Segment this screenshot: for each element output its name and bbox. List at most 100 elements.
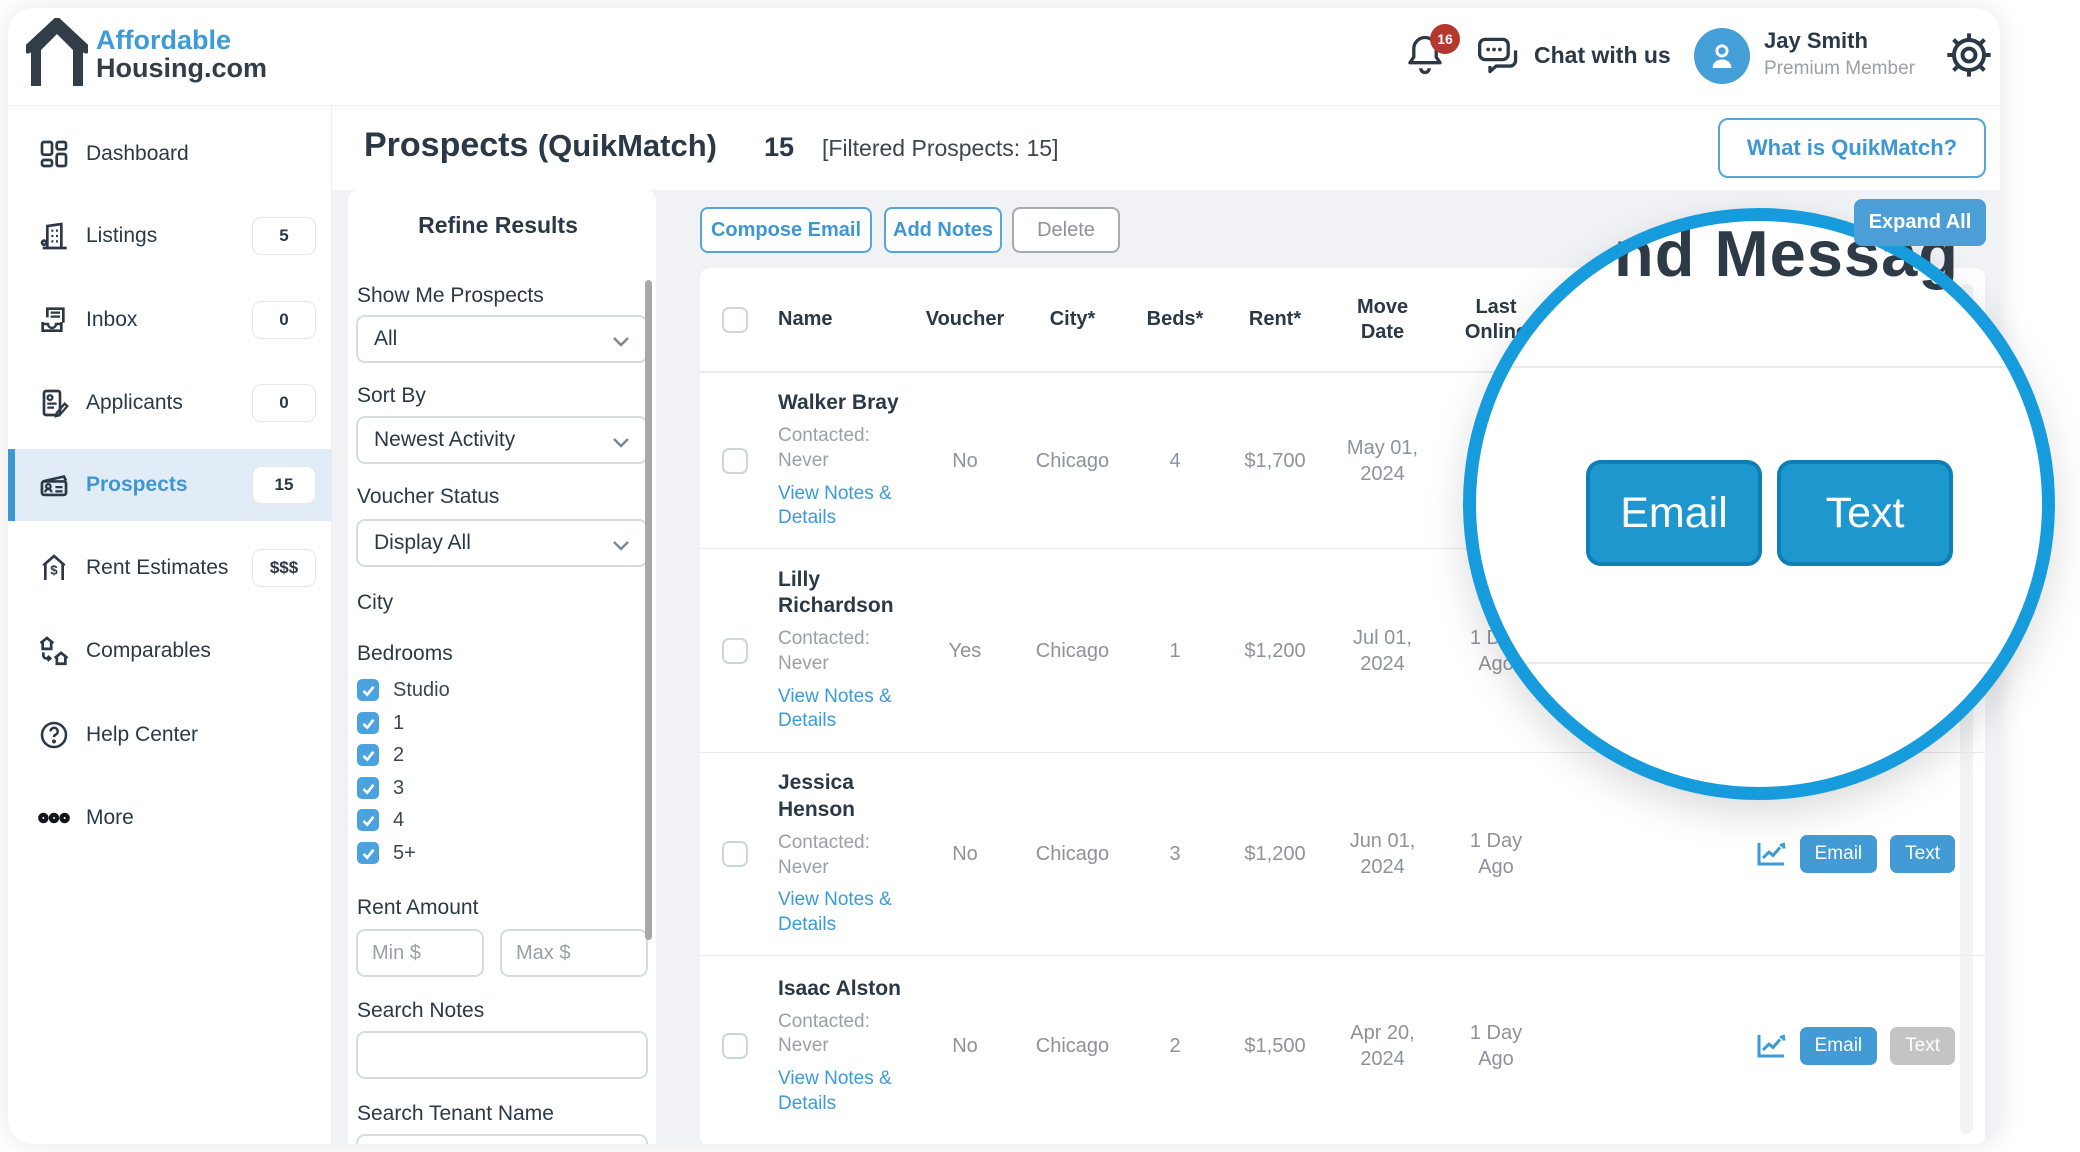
rent-amount-label: Rent Amount: [357, 896, 478, 920]
page-title-suffix: (QuikMatch): [538, 128, 717, 163]
sidebar-label: Comparables: [86, 639, 211, 663]
checkbox-checked[interactable]: [357, 712, 379, 734]
sidebar-label: Listings: [86, 224, 157, 248]
checkbox-checked[interactable]: [357, 809, 379, 831]
row-checkbox[interactable]: [722, 448, 748, 474]
sidebar-item-help-center[interactable]: Help Center: [8, 699, 332, 771]
sidebar-item-applicants[interactable]: Applicants 0: [8, 367, 332, 439]
chat-with-us-button[interactable]: Chat with us: [1476, 34, 1671, 76]
contacted-status: Contacted: Never: [778, 627, 898, 676]
text-button[interactable]: Text: [1890, 835, 1955, 873]
move-date-value: Jul 01, 2024: [1337, 625, 1429, 677]
prospect-count: 15: [764, 132, 794, 163]
voucher-status-select[interactable]: Display All: [356, 519, 648, 567]
user-info[interactable]: Jay Smith Premium Member: [1764, 26, 1915, 81]
column-header-voucher: Voucher: [926, 307, 1005, 332]
house-dollar-icon: $: [36, 550, 72, 586]
magnified-text-button[interactable]: Text: [1777, 460, 1953, 566]
prospect-name: Walker Bray: [778, 390, 910, 416]
view-notes-details-link[interactable]: View Notes & Details: [778, 888, 910, 937]
compare-houses-icon: [36, 633, 72, 669]
view-notes-details-link[interactable]: View Notes & Details: [778, 482, 910, 531]
view-notes-details-link[interactable]: View Notes & Details: [778, 1067, 910, 1116]
add-notes-button[interactable]: Add Notes: [884, 207, 1002, 253]
sidebar-label: More: [86, 806, 134, 830]
checkbox-checked[interactable]: [357, 842, 379, 864]
magnified-email-button[interactable]: Email: [1586, 460, 1762, 566]
city-value: Chicago: [1036, 638, 1109, 664]
magnified-divider: [1463, 662, 2055, 664]
voucher-value: No: [952, 448, 978, 474]
rent-value: $1,700: [1244, 448, 1305, 474]
sort-by-label: Sort By: [357, 384, 426, 408]
question-circle-icon: [36, 717, 72, 753]
activity-chart-icon[interactable]: [1755, 840, 1787, 868]
sidebar-badge: 0: [252, 384, 316, 422]
notifications-button[interactable]: 16: [1404, 32, 1460, 88]
magnified-divider: [1463, 366, 2055, 368]
rent-min-input[interactable]: [356, 929, 484, 977]
search-notes-label: Search Notes: [357, 999, 484, 1023]
brand-name-bottom: Housing.com: [96, 54, 267, 82]
row-checkbox[interactable]: [722, 841, 748, 867]
column-header-name: Name: [770, 307, 832, 332]
inbox-icon: [36, 302, 72, 338]
activity-chart-icon[interactable]: [1755, 1032, 1787, 1060]
rent-value: $1,200: [1244, 638, 1305, 664]
person-icon: [1705, 39, 1739, 73]
beds-value: 1: [1169, 638, 1180, 664]
page-header: Prospects (QuikMatch) 15 [Filtered Prosp…: [332, 106, 2000, 190]
bedroom-option-1: 1: [357, 709, 404, 737]
refine-panel-scrollbar[interactable]: [645, 280, 652, 940]
sidebar-item-listings[interactable]: Listings 5: [8, 200, 332, 272]
checkbox-checked[interactable]: [357, 744, 379, 766]
email-button[interactable]: Email: [1800, 835, 1878, 873]
user-tier: Premium Member: [1764, 56, 1915, 82]
show-me-prospects-select[interactable]: All: [356, 315, 648, 363]
sort-by-select[interactable]: Newest Activity: [356, 416, 648, 464]
voucher-value: Yes: [949, 638, 982, 664]
sidebar-item-rent-estimates[interactable]: $ Rent Estimates $$$: [8, 532, 332, 604]
search-notes-input[interactable]: [356, 1031, 648, 1079]
user-avatar[interactable]: [1694, 28, 1750, 84]
row-checkbox[interactable]: [722, 1033, 748, 1059]
checkbox-checked[interactable]: [357, 679, 379, 701]
notification-count-badge: 16: [1430, 24, 1460, 54]
house-logo-icon: [26, 18, 88, 90]
table-row: Isaac Alston Contacted: Never View Notes…: [700, 955, 1985, 1136]
delete-button[interactable]: Delete: [1012, 207, 1120, 253]
bedroom-option-3: 3: [357, 774, 404, 802]
city-value: Chicago: [1036, 841, 1109, 867]
chevron-down-icon: [612, 540, 630, 552]
bedrooms-label: Bedrooms: [357, 642, 453, 666]
text-button-disabled[interactable]: Text: [1890, 1027, 1955, 1065]
chat-label: Chat with us: [1534, 42, 1671, 69]
checkbox-checked[interactable]: [357, 777, 379, 799]
contacted-status: Contacted: Never: [778, 1010, 898, 1059]
brand-name-top: Affordable: [96, 26, 267, 54]
search-tenant-name-label: Search Tenant Name: [357, 1102, 554, 1126]
last-online-value: 1 Day Ago: [1460, 828, 1532, 880]
view-notes-details-link[interactable]: View Notes & Details: [778, 685, 910, 734]
brand-logo[interactable]: Affordable Housing.com: [26, 18, 267, 90]
column-header-rent: Rent*: [1249, 307, 1301, 332]
select-all-checkbox[interactable]: [722, 307, 748, 333]
what-is-quikmatch-button[interactable]: What is QuikMatch?: [1718, 118, 1986, 178]
email-button[interactable]: Email: [1800, 1027, 1878, 1065]
sidebar-item-prospects[interactable]: Prospects 15: [8, 449, 332, 521]
sidebar-item-comparables[interactable]: Comparables: [8, 615, 332, 687]
chevron-down-icon: [612, 437, 630, 449]
sidebar-item-dashboard[interactable]: Dashboard: [8, 118, 332, 190]
compose-email-button[interactable]: Compose Email: [700, 207, 872, 253]
sidebar-item-inbox[interactable]: Inbox 0: [8, 284, 332, 356]
expand-all-button[interactable]: Expand All: [1854, 199, 1986, 246]
applicant-document-icon: [36, 385, 72, 421]
row-checkbox[interactable]: [722, 638, 748, 664]
contacted-status: Contacted: Never: [778, 831, 898, 880]
rent-max-input[interactable]: [500, 929, 648, 977]
settings-button[interactable]: [1944, 30, 1996, 82]
search-tenant-name-input[interactable]: [356, 1134, 648, 1144]
sidebar-badge: 0: [252, 301, 316, 339]
sidebar-item-more[interactable]: More: [8, 782, 332, 854]
prospect-name: Isaac Alston: [778, 976, 910, 1002]
